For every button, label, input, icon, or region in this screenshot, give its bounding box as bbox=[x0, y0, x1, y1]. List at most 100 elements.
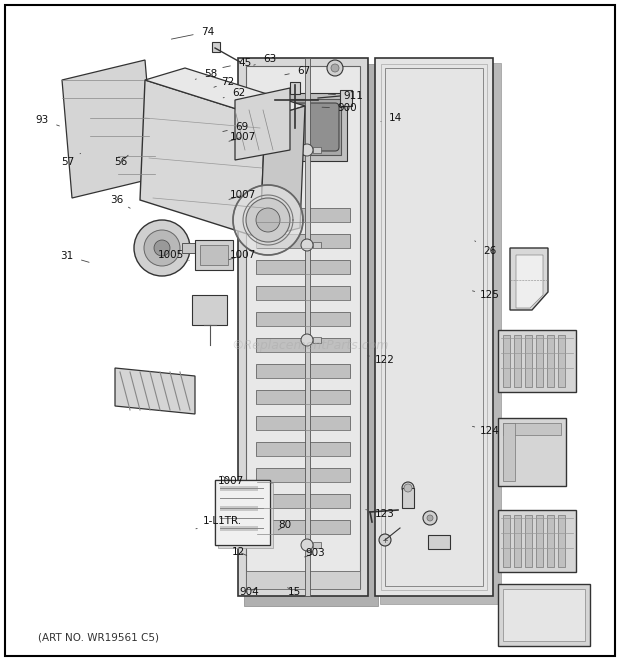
Bar bbox=[313, 542, 321, 548]
Circle shape bbox=[301, 334, 313, 346]
Circle shape bbox=[301, 144, 313, 156]
Circle shape bbox=[327, 60, 343, 76]
Circle shape bbox=[423, 511, 437, 525]
Bar bbox=[514, 515, 521, 567]
Text: (ART NO. WR19561 C5): (ART NO. WR19561 C5) bbox=[38, 633, 159, 643]
Bar bbox=[220, 526, 258, 531]
Bar bbox=[256, 208, 350, 222]
Circle shape bbox=[404, 484, 412, 492]
Bar bbox=[381, 64, 487, 590]
Text: 62: 62 bbox=[223, 87, 246, 98]
Text: 57: 57 bbox=[61, 153, 81, 167]
Polygon shape bbox=[62, 60, 155, 198]
Bar bbox=[238, 58, 368, 596]
Bar bbox=[266, 99, 341, 155]
Bar bbox=[256, 390, 350, 404]
Bar bbox=[313, 147, 321, 153]
Bar bbox=[385, 68, 483, 586]
Text: 67: 67 bbox=[285, 65, 311, 76]
Text: 1007: 1007 bbox=[229, 250, 256, 260]
FancyBboxPatch shape bbox=[268, 103, 339, 151]
Bar bbox=[290, 82, 300, 94]
Text: 125: 125 bbox=[472, 290, 500, 301]
Polygon shape bbox=[115, 368, 195, 414]
Text: 911: 911 bbox=[328, 91, 363, 101]
Bar bbox=[218, 483, 273, 548]
Circle shape bbox=[256, 208, 280, 232]
Bar bbox=[246, 66, 360, 588]
Bar bbox=[256, 442, 350, 456]
Bar bbox=[200, 245, 228, 265]
Bar bbox=[244, 64, 378, 606]
Polygon shape bbox=[140, 80, 265, 238]
Text: 1007: 1007 bbox=[229, 132, 256, 142]
Bar bbox=[215, 480, 270, 545]
Bar bbox=[256, 260, 350, 274]
Bar bbox=[536, 335, 543, 387]
Text: 124: 124 bbox=[472, 426, 500, 436]
Bar bbox=[313, 337, 321, 343]
Text: 72: 72 bbox=[214, 77, 235, 87]
Text: 1-L1TR.: 1-L1TR. bbox=[196, 516, 242, 529]
Text: 15: 15 bbox=[288, 586, 301, 597]
Bar bbox=[428, 535, 450, 549]
Bar bbox=[525, 515, 532, 567]
Bar bbox=[260, 93, 347, 161]
Text: 36: 36 bbox=[110, 195, 130, 208]
Bar bbox=[256, 338, 350, 352]
Text: 58: 58 bbox=[195, 69, 218, 79]
Bar bbox=[256, 416, 350, 430]
Circle shape bbox=[402, 482, 414, 494]
Bar bbox=[256, 286, 350, 300]
Text: 56: 56 bbox=[114, 155, 128, 167]
Text: 45: 45 bbox=[223, 58, 252, 68]
Bar bbox=[375, 58, 493, 596]
Text: 14: 14 bbox=[381, 112, 402, 123]
Text: ©ReplacementParts.com: ©ReplacementParts.com bbox=[231, 338, 389, 352]
Bar bbox=[525, 335, 532, 387]
Circle shape bbox=[379, 534, 391, 546]
Text: 122: 122 bbox=[368, 355, 394, 366]
Bar bbox=[340, 90, 352, 106]
Bar bbox=[220, 486, 258, 491]
Polygon shape bbox=[145, 68, 305, 118]
Circle shape bbox=[134, 220, 190, 276]
Bar bbox=[503, 335, 510, 387]
Bar bbox=[547, 515, 554, 567]
Text: 69: 69 bbox=[223, 122, 249, 132]
Bar bbox=[215, 480, 270, 545]
Polygon shape bbox=[235, 88, 290, 160]
Bar bbox=[547, 335, 554, 387]
Bar bbox=[498, 584, 590, 646]
Text: 26: 26 bbox=[475, 241, 497, 256]
Bar bbox=[514, 335, 521, 387]
Bar bbox=[220, 506, 258, 511]
Bar bbox=[503, 423, 515, 481]
Bar bbox=[246, 571, 360, 589]
Text: 1007: 1007 bbox=[229, 190, 256, 200]
Bar bbox=[380, 63, 501, 604]
Polygon shape bbox=[260, 106, 305, 238]
Circle shape bbox=[144, 230, 180, 266]
Circle shape bbox=[233, 185, 303, 255]
Bar bbox=[256, 312, 350, 326]
Circle shape bbox=[331, 64, 339, 72]
Bar bbox=[212, 42, 220, 52]
Bar bbox=[498, 330, 576, 392]
Bar bbox=[195, 240, 233, 270]
Circle shape bbox=[301, 239, 313, 251]
Circle shape bbox=[301, 539, 313, 551]
Text: 1007: 1007 bbox=[218, 476, 244, 486]
Text: 63: 63 bbox=[254, 54, 277, 65]
Text: 123: 123 bbox=[366, 509, 394, 520]
Circle shape bbox=[427, 515, 433, 521]
Bar bbox=[256, 364, 350, 378]
Text: 900: 900 bbox=[322, 103, 357, 114]
Polygon shape bbox=[510, 248, 548, 310]
Text: 80: 80 bbox=[278, 520, 292, 531]
Bar bbox=[503, 515, 510, 567]
Polygon shape bbox=[516, 255, 543, 308]
Text: 1005: 1005 bbox=[157, 250, 189, 260]
Bar bbox=[256, 468, 350, 482]
Bar bbox=[498, 510, 576, 572]
